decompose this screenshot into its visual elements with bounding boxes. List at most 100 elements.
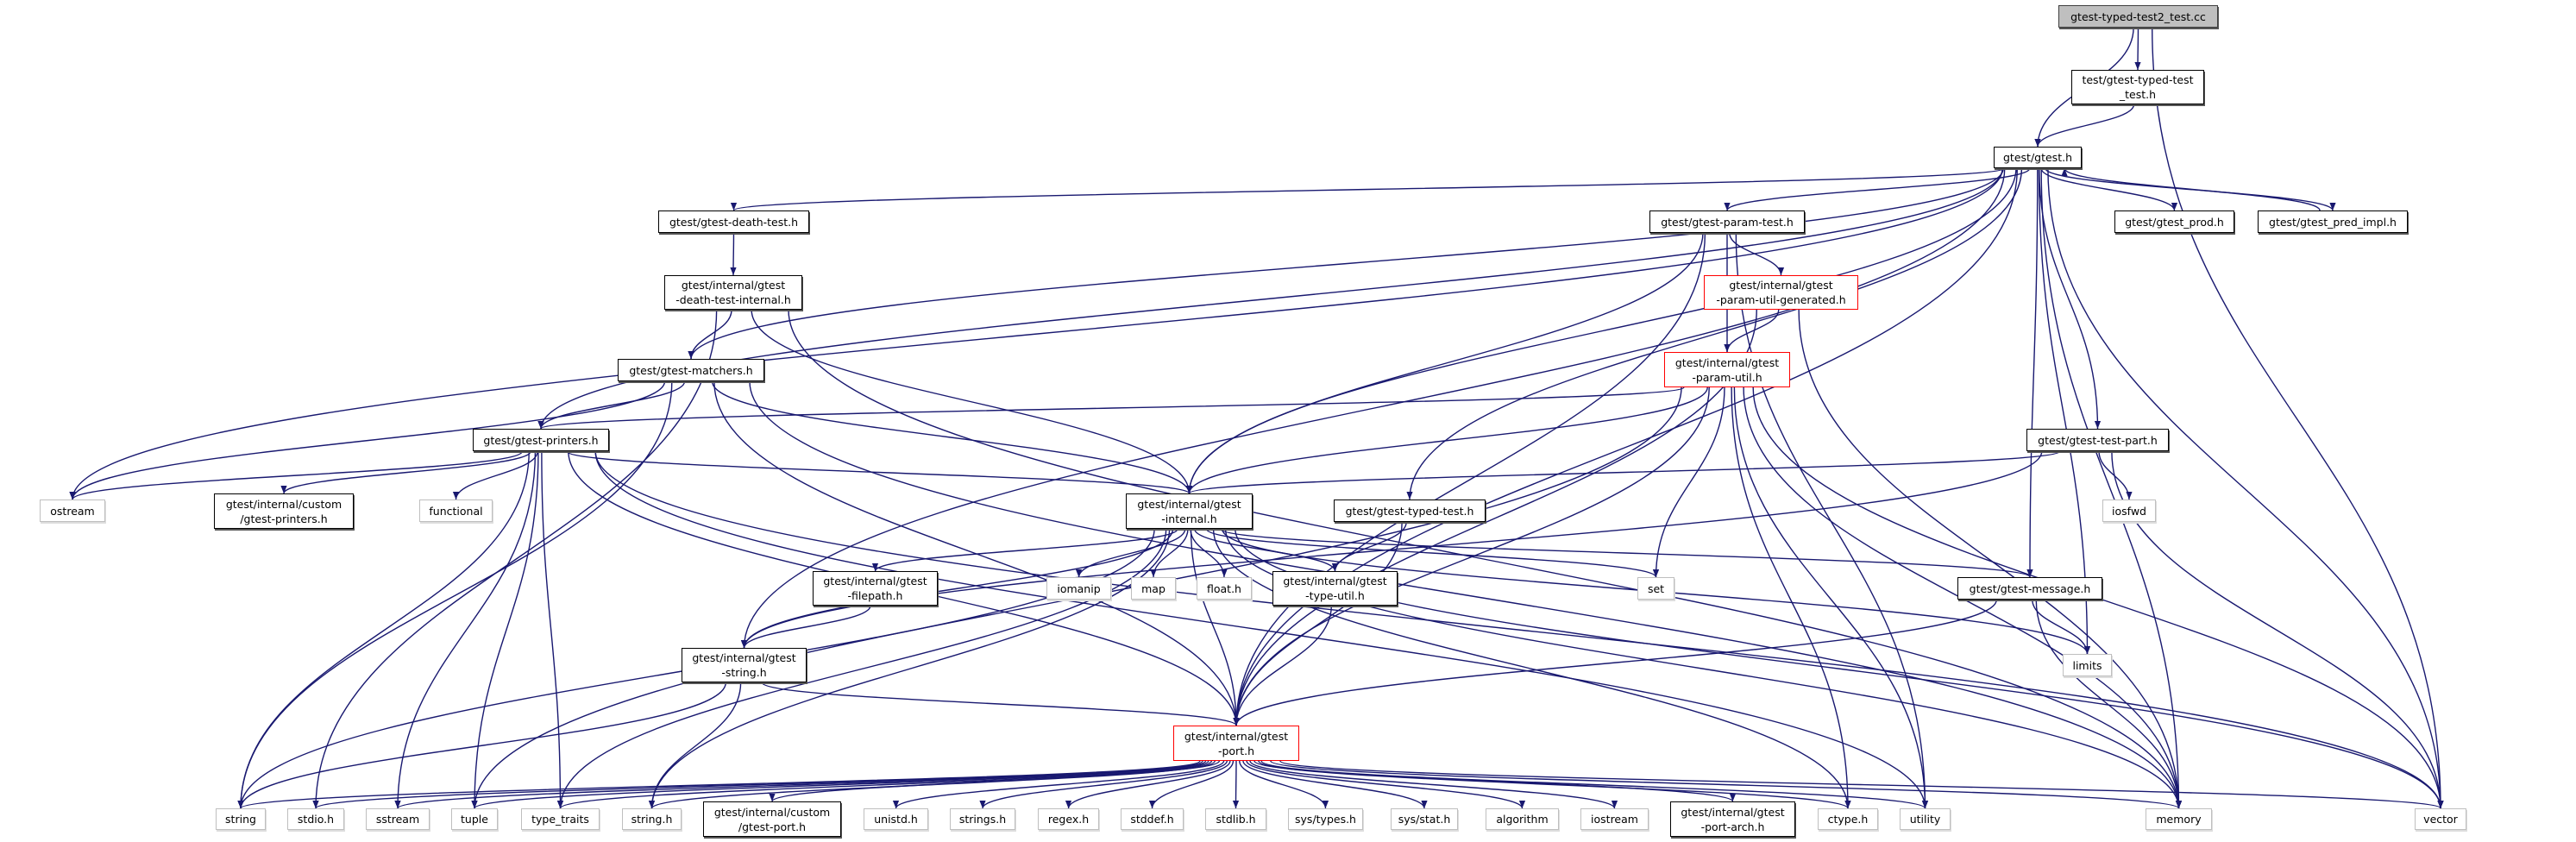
node-type-traits: type_traits (521, 808, 600, 830)
edge-matchers-to-ostream (69, 380, 666, 500)
node-typed-test-test-h[interactable]: test/gtest-typed-test _test.h (2071, 70, 2204, 104)
node-label: limits (2072, 658, 2102, 672)
node-label: iomanip (1057, 581, 1101, 595)
edge-gtest_h-to-prod (2040, 167, 2178, 211)
edge-printers-to-functional (452, 450, 538, 500)
node-functional: functional (419, 500, 493, 522)
edge-printers-to-type_traits (541, 450, 564, 809)
node-algorithm: algorithm (1486, 808, 1559, 830)
edge-printers-to-ostream (69, 450, 524, 500)
edge-param_util-to-ctype (1731, 386, 1851, 809)
edge-port-to-vector (1279, 760, 2444, 809)
edge-message-to-limits (2032, 599, 2091, 655)
node-label: iosfwd (2112, 504, 2146, 518)
node-matchers[interactable]: gtest/gtest-matchers.h (618, 359, 764, 381)
node-label: gtest/internal/gtest -param-util-generat… (1716, 279, 1846, 306)
edge-gtest_h-to-param_test (1724, 167, 2031, 211)
edge-death_internal-to-stdio (312, 309, 718, 809)
node-param-util[interactable]: gtest/internal/gtest -param-util.h (1664, 352, 1790, 387)
node-label: gtest/internal/gtest -param-util.h (1674, 355, 1780, 384)
node-label: map (1141, 581, 1165, 595)
node-label: gtest/internal/gtest -filepath.h (823, 575, 927, 602)
node-sys-types: sys/types.h (1288, 808, 1363, 830)
node-label: float.h (1207, 581, 1241, 595)
edge-matchers-to-printers (537, 380, 686, 430)
edge-matchers-to-internal (711, 380, 1193, 494)
node-sstream: sstream (366, 808, 430, 830)
node-internal[interactable]: gtest/internal/gtest -internal.h (1126, 493, 1253, 529)
edge-internal-to-set (1205, 528, 1659, 578)
node-label: gtest/gtest-test-part.h (2038, 433, 2158, 447)
edge-port-to-tuple (471, 760, 1209, 809)
node-label: functional (429, 504, 483, 518)
node-label: gtest/internal/gtest -death-test-interna… (675, 279, 791, 306)
edge-printers-to-internal (565, 450, 1192, 494)
node-label: gtest/internal/gtest -port-arch.h (1681, 805, 1785, 833)
node-type-util[interactable]: gtest/internal/gtest -type-util.h (1272, 571, 1398, 606)
node-filepath[interactable]: gtest/internal/gtest -filepath.h (813, 571, 938, 606)
node-typed-test[interactable]: gtest/gtest-typed-test.h (1334, 500, 1486, 522)
node-label: string (225, 813, 256, 826)
node-memory: memory (2146, 808, 2212, 830)
edge-param_util-to-set (1652, 386, 1725, 578)
node-label: vector (2423, 813, 2458, 826)
node-root[interactable]: gtest-typed-test2_test.cc (2058, 5, 2218, 28)
node-label: stdio.h (297, 813, 335, 826)
edge-type_util-to-port (1233, 605, 1333, 726)
edge-port-to-type_traits (557, 760, 1213, 809)
node-label: gtest-typed-test2_test.cc (2070, 9, 2206, 23)
edge-port-to-stdio (312, 760, 1203, 809)
edge-gtest_h-to-limits (2038, 167, 2091, 655)
node-label: gtest/gtest-typed-test.h (1345, 504, 1474, 518)
edge-port-to-sys_types (1239, 760, 1329, 809)
edge-pred_impl-to-gtest_h (2061, 167, 2321, 211)
edge-death_internal-to-memory (788, 309, 2183, 809)
edge-port-to-strings (979, 760, 1228, 809)
node-map: map (1131, 577, 1176, 600)
edge-typed_test_test_h-to-gtest_h (2034, 104, 2135, 148)
node-port-arch[interactable]: gtest/internal/gtest -port-arch.h (1670, 801, 1795, 837)
node-gtest-h[interactable]: gtest/gtest.h (1994, 147, 2082, 168)
edge-port-to-unistd (893, 760, 1225, 809)
edge-port-to-regex (1065, 760, 1231, 809)
node-port[interactable]: gtest/internal/gtest -port.h (1173, 726, 1299, 761)
edge-gtest_h-to-vector (2047, 167, 2444, 809)
edge-printers-to-string (237, 450, 530, 809)
node-gstring[interactable]: gtest/internal/gtest -string.h (682, 648, 807, 682)
edge-internal-to-type_util (1194, 528, 1339, 572)
node-string-h: string.h (622, 808, 682, 830)
node-label: memory (2156, 813, 2202, 826)
node-pred-impl[interactable]: gtest/gtest_pred_impl.h (2258, 210, 2408, 233)
node-label: gtest/gtest_prod.h (2125, 215, 2224, 229)
node-ctype: ctype.h (1818, 808, 1878, 830)
edge-gtest_h-to-ostream (69, 167, 2003, 500)
edge-gstring-to-port (761, 682, 1240, 726)
edge-port-to-algorithm (1246, 760, 1525, 809)
node-utility: utility (1900, 808, 1951, 830)
node-vector: vector (2415, 808, 2466, 830)
node-limits: limits (2063, 654, 2112, 676)
edge-printers-to-sstream (394, 450, 537, 809)
node-param-gen[interactable]: gtest/internal/gtest -param-util-generat… (1704, 275, 1858, 310)
node-printers[interactable]: gtest/gtest-printers.h (473, 429, 609, 451)
node-param-test[interactable]: gtest/gtest-param-test.h (1649, 210, 1805, 233)
edge-gtest_h-to-gstring (740, 167, 2006, 649)
edge-param_util-to-internal (1185, 386, 1708, 494)
edge-param_gen-to-memory (1798, 309, 2183, 809)
node-test-part[interactable]: gtest/gtest-test-part.h (2026, 429, 2169, 451)
node-label: gtest/internal/custom /gtest-printers.h (225, 497, 342, 525)
node-label: utility (1909, 813, 1941, 826)
node-custom-port[interactable]: gtest/internal/custom /gtest-port.h (703, 801, 841, 837)
node-custom-printers[interactable]: gtest/internal/custom /gtest-printers.h (214, 493, 354, 529)
edge-param_util-to-utility (1733, 386, 1929, 809)
node-death-internal[interactable]: gtest/internal/gtest -death-test-interna… (664, 275, 802, 310)
node-death-test[interactable]: gtest/gtest-death-test.h (658, 210, 809, 233)
node-message[interactable]: gtest/gtest-message.h (1957, 577, 2102, 600)
node-label: gtest/internal/gtest -string.h (692, 651, 796, 679)
edge-port-to-port_arch (1253, 760, 1736, 802)
node-label: regex.h (1047, 813, 1090, 826)
node-label: sstream (375, 813, 420, 826)
edge-internal-to-gstring (740, 528, 1174, 649)
node-prod[interactable]: gtest/gtest_prod.h (2114, 210, 2234, 233)
edge-gtest_h-to-memory (2040, 167, 2183, 809)
